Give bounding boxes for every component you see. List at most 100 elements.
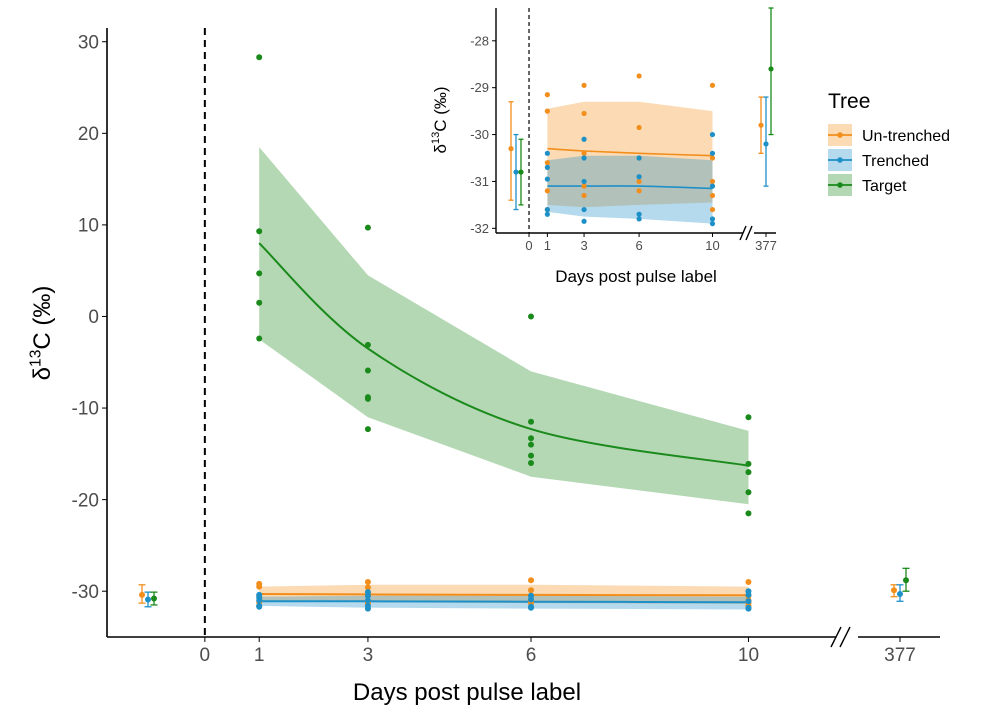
main-fit-line-trenched: [259, 600, 749, 604]
main-point-target: [745, 460, 752, 467]
inset-x-axis-title: Days post pulse label: [555, 267, 717, 286]
inset-y-tick-label: -28: [470, 33, 489, 48]
inset-point-trenched: [709, 150, 716, 156]
inset-y-title-rest: C (‰): [431, 86, 450, 131]
inset-point-un-trenched: [709, 178, 716, 185]
inset-point-trenched: [636, 216, 642, 222]
main-x-tick-label: 1: [254, 645, 265, 666]
legend-title: Tree: [828, 90, 870, 113]
inset-point-un-trenched: [636, 124, 642, 131]
main-y-title-rest: C (‰): [29, 286, 56, 350]
inset-x-tick-label: 1: [544, 238, 551, 253]
inset-point-un-trenched: [544, 92, 550, 98]
main-point-un-trenched: [745, 579, 752, 586]
legend-label-target: Target: [862, 178, 907, 195]
legend-label-un-trenched: Un-trenched: [862, 128, 950, 145]
main-y-title-superscript: 13: [27, 350, 44, 367]
main-pre-label-point-target: [151, 595, 157, 602]
main-pre-label-point-trenched: [145, 596, 151, 603]
main-y-tick-label: 0: [88, 307, 99, 328]
inset-point-trenched: [544, 164, 550, 170]
inset-point-trenched: [544, 150, 550, 156]
main-point-trenched: [364, 605, 371, 612]
inset-band-trenched: [547, 155, 713, 224]
inset-point-trenched: [581, 206, 587, 213]
main-point-trenched: [745, 605, 752, 612]
main-x-tick-label: 10: [738, 645, 759, 666]
inset-point-trenched: [636, 174, 642, 180]
main-point-target: [528, 460, 535, 466]
main-y-tick-label: 30: [78, 32, 99, 53]
main-point-target: [745, 469, 752, 476]
main-point-un-trenched: [256, 583, 263, 590]
main-point-target: [528, 435, 535, 442]
main-point-trenched: [256, 603, 263, 610]
inset-point-un-trenched: [544, 108, 550, 114]
inset-pre-label-point-target: [518, 169, 524, 175]
main-point-target: [364, 341, 371, 348]
main-point-trenched: [528, 596, 535, 603]
inset-day377-point-target: [768, 66, 774, 72]
inset-x-tick-label-late: 377: [755, 238, 777, 253]
main-point-trenched: [364, 597, 371, 604]
inset-point-trenched: [581, 136, 587, 142]
inset-y-title-superscript: 13: [430, 132, 442, 144]
inset-point-trenched: [544, 211, 550, 217]
inset-point-trenched: [636, 211, 642, 217]
inset-point-un-trenched: [636, 178, 642, 185]
inset-fit-line-trenched: [547, 185, 713, 190]
inset-point-un-trenched: [709, 206, 716, 213]
inset-y-tick-label: -29: [470, 80, 489, 95]
inset-point-un-trenched: [709, 192, 716, 199]
main-point-target: [256, 335, 263, 342]
main-band-target: [259, 147, 749, 505]
inset-x-tick-label: 10: [705, 238, 719, 253]
main-point-target: [364, 367, 371, 374]
main-point-un-trenched: [528, 577, 535, 584]
main-axis-break-mark: [839, 626, 851, 648]
main-point-target: [745, 414, 752, 421]
inset-point-un-trenched: [581, 110, 587, 117]
inset-point-trenched: [581, 178, 587, 185]
main-y-tick-label: -10: [72, 399, 99, 420]
main-x-tick-label: 3: [363, 645, 374, 666]
main-point-target: [528, 418, 535, 425]
inset-y-tick-label: -30: [470, 127, 489, 142]
inset-point-trenched: [636, 155, 642, 161]
legend-key-point-un-trenched: [837, 132, 843, 138]
inset-y-title-delta: δ: [431, 144, 450, 153]
main-point-target: [256, 299, 263, 306]
main-y-tick-label: 20: [78, 124, 99, 145]
main-x-tick-label: 0: [200, 645, 211, 666]
main-point-target: [528, 441, 535, 448]
inset-x-tick-label: 6: [635, 238, 642, 253]
main-day377-point-trenched: [897, 590, 903, 597]
inset-pre-label-point-un-trenched: [508, 146, 514, 152]
inset-point-un-trenched: [709, 82, 716, 88]
main-x-axis-title: Days post pulse label: [353, 679, 581, 706]
main-point-trenched: [528, 604, 535, 611]
main-point-target: [745, 489, 752, 496]
inset-axis-break-mark: [745, 225, 753, 241]
inset-day377-point-un-trenched: [758, 122, 764, 128]
main-point-target: [745, 510, 752, 517]
inset-point-trenched: [709, 183, 716, 189]
inset-point-un-trenched: [581, 82, 587, 88]
main-y-tick-label: -20: [72, 490, 99, 511]
main-point-trenched: [745, 591, 752, 598]
inset-point-un-trenched: [636, 73, 642, 79]
main-point-target: [364, 395, 371, 402]
inset-point-trenched: [709, 131, 716, 138]
main-fit-line-un-trenched: [259, 593, 749, 597]
inset-point-un-trenched: [636, 188, 642, 194]
legend-key-point-trenched: [837, 157, 843, 163]
inset-pre-label-point-trenched: [513, 169, 519, 175]
inset-point-un-trenched: [581, 150, 587, 156]
main-pre-label-point-un-trenched: [139, 591, 145, 598]
inset-x-tick-label: 0: [525, 238, 532, 253]
inset-point-trenched: [544, 176, 550, 182]
main-x-tick-label: 6: [526, 645, 537, 666]
inset-axis-break-mark: [739, 225, 747, 241]
